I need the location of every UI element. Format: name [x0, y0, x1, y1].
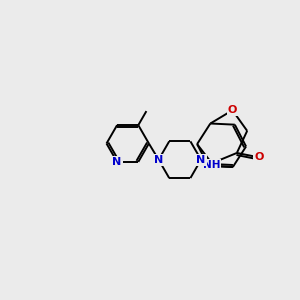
Text: N: N [154, 155, 163, 165]
Text: O: O [228, 105, 237, 115]
Text: O: O [254, 152, 264, 162]
Text: N: N [112, 157, 122, 167]
Text: NH: NH [203, 160, 220, 170]
Text: N: N [196, 155, 206, 165]
